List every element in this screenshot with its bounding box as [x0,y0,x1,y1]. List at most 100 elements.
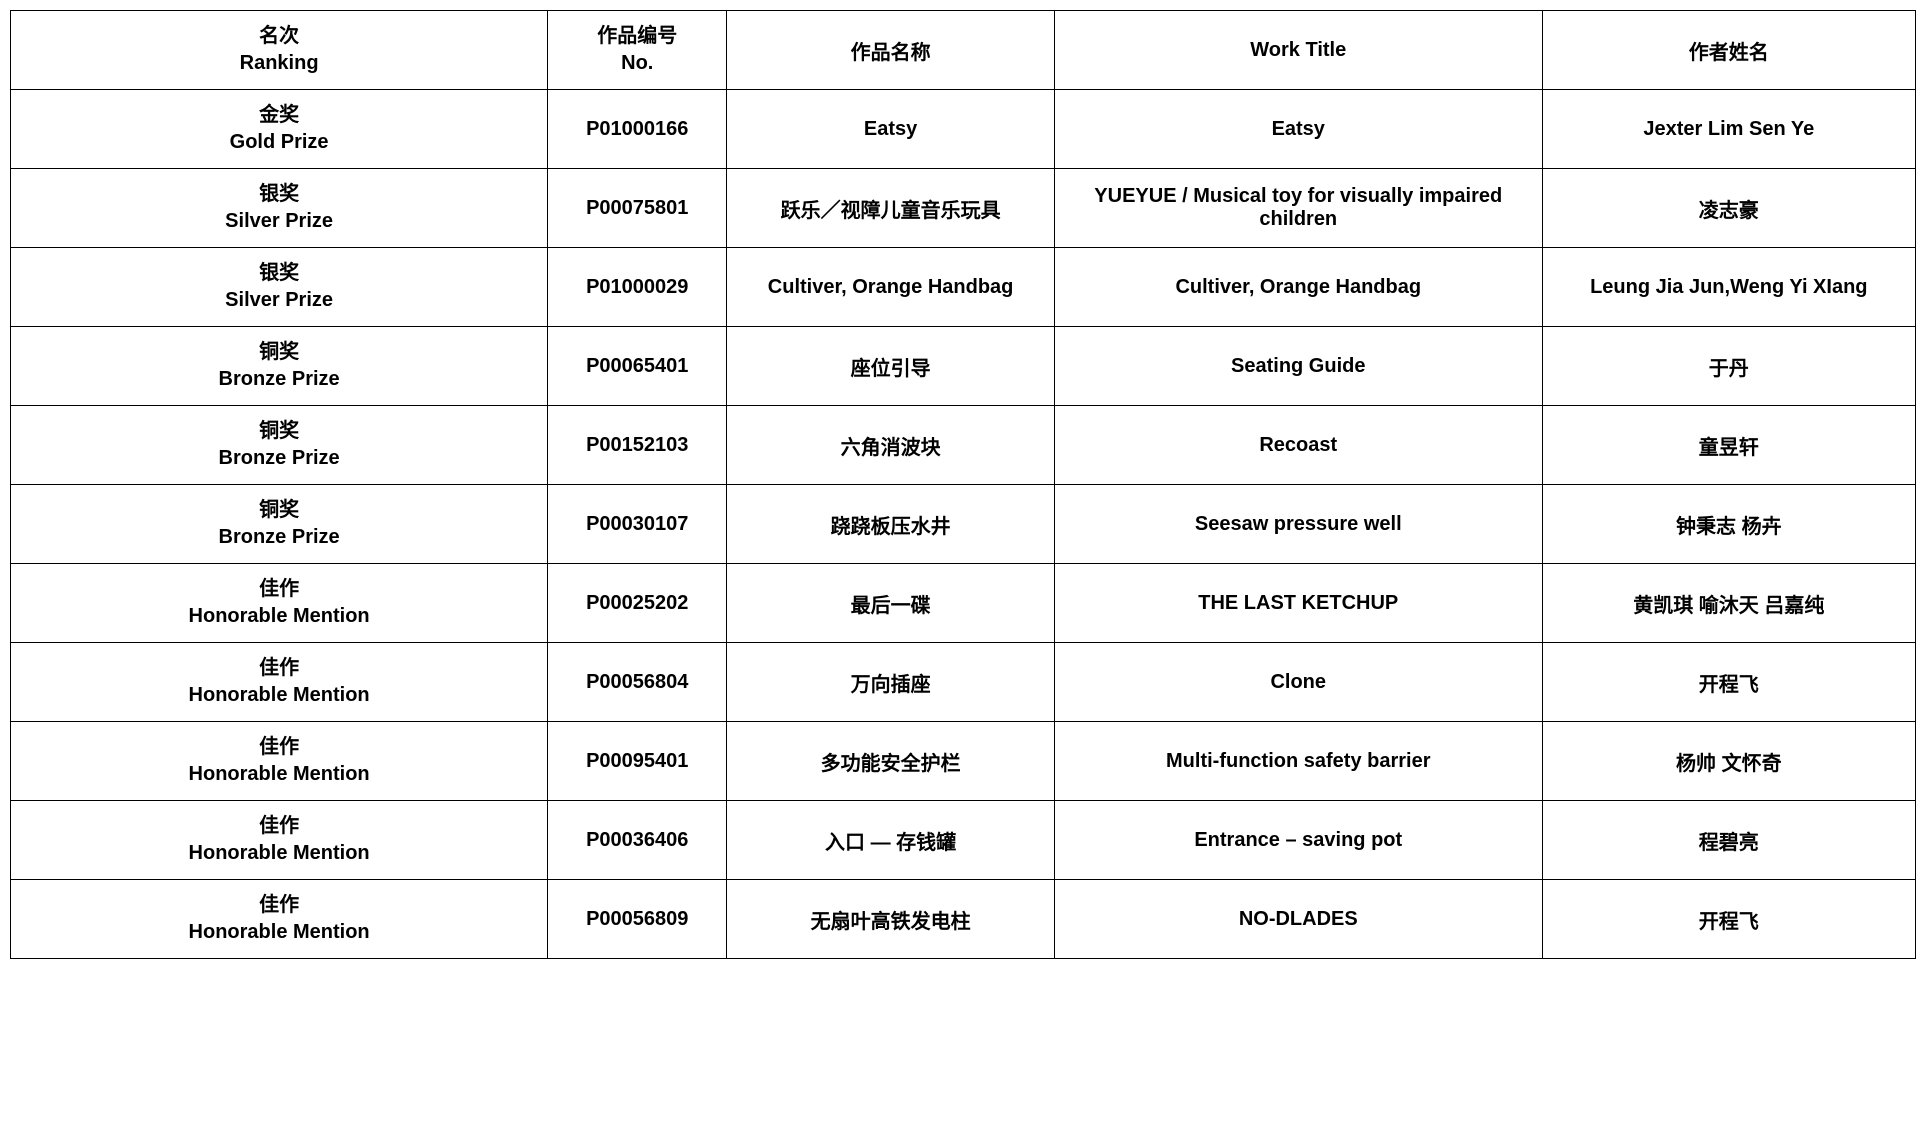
table-row: 佳作Honorable MentionP00025202最后一碟THE LAST… [11,564,1916,643]
ranking-en: Honorable Mention [19,840,539,867]
header-ranking-cn: 名次 [19,23,539,50]
ranking-en: Honorable Mention [19,682,539,709]
cell-ranking: 银奖Silver Prize [11,248,548,327]
cell-no: P00152103 [548,406,727,485]
cell-author: 开程飞 [1542,643,1915,722]
header-name-en: Work Title [1054,11,1542,90]
table-header: 名次 Ranking 作品编号 No. 作品名称 Work Title 作者姓名 [11,11,1916,90]
header-row: 名次 Ranking 作品编号 No. 作品名称 Work Title 作者姓名 [11,11,1916,90]
ranking-en: Honorable Mention [19,761,539,788]
cell-work-name-cn: 跃乐／视障儿童音乐玩具 [727,169,1055,248]
header-name-cn: 作品名称 [727,11,1055,90]
cell-work-name-en: NO-DLADES [1054,880,1542,959]
ranking-cn: 佳作 [19,655,539,682]
cell-author: 钟秉志 杨卉 [1542,485,1915,564]
cell-author: 程碧亮 [1542,801,1915,880]
cell-work-name-cn: 最后一碟 [727,564,1055,643]
cell-author: Leung Jia Jun,Weng Yi XIang [1542,248,1915,327]
table-row: 佳作Honorable MentionP00056804万向插座Clone开程飞 [11,643,1916,722]
cell-work-name-cn: 六角消波块 [727,406,1055,485]
cell-work-name-cn: Cultiver, Orange Handbag [727,248,1055,327]
cell-ranking: 佳作Honorable Mention [11,801,548,880]
cell-ranking: 佳作Honorable Mention [11,880,548,959]
table-row: 银奖Silver PrizeP01000029Cultiver, Orange … [11,248,1916,327]
cell-work-name-cn: 跷跷板压水井 [727,485,1055,564]
table-row: 铜奖Bronze PrizeP00152103六角消波块Recoast童昱轩 [11,406,1916,485]
ranking-cn: 银奖 [19,181,539,208]
table-row: 铜奖Bronze PrizeP00065401座位引导Seating Guide… [11,327,1916,406]
cell-no: P00025202 [548,564,727,643]
cell-no: P00075801 [548,169,727,248]
cell-work-name-cn: 入口 — 存钱罐 [727,801,1055,880]
cell-no: P01000029 [548,248,727,327]
cell-no: P00095401 [548,722,727,801]
table-row: 佳作Honorable MentionP00095401多功能安全护栏Multi… [11,722,1916,801]
cell-work-name-en: Seating Guide [1054,327,1542,406]
cell-author: 于丹 [1542,327,1915,406]
table-row: 佳作Honorable MentionP00036406入口 — 存钱罐Entr… [11,801,1916,880]
table-row: 佳作Honorable MentionP00056809无扇叶高铁发电柱NO-D… [11,880,1916,959]
cell-work-name-cn: 多功能安全护栏 [727,722,1055,801]
cell-work-name-en: THE LAST KETCHUP [1054,564,1542,643]
cell-work-name-cn: Eatsy [727,90,1055,169]
cell-author: Jexter Lim Sen Ye [1542,90,1915,169]
ranking-en: Honorable Mention [19,919,539,946]
cell-ranking: 银奖Silver Prize [11,169,548,248]
table-row: 银奖Silver PrizeP00075801跃乐／视障儿童音乐玩具YUEYUE… [11,169,1916,248]
cell-author: 开程飞 [1542,880,1915,959]
header-ranking-en: Ranking [19,50,539,77]
ranking-en: Bronze Prize [19,524,539,551]
ranking-en: Gold Prize [19,129,539,156]
cell-author: 黄凯琪 喻沐天 吕嘉纯 [1542,564,1915,643]
awards-table: 名次 Ranking 作品编号 No. 作品名称 Work Title 作者姓名… [10,10,1916,959]
ranking-en: Bronze Prize [19,366,539,393]
ranking-en: Silver Prize [19,208,539,235]
cell-ranking: 佳作Honorable Mention [11,564,548,643]
header-author: 作者姓名 [1542,11,1915,90]
cell-no: P00036406 [548,801,727,880]
ranking-cn: 佳作 [19,892,539,919]
cell-work-name-en: YUEYUE / Musical toy for visually impair… [1054,169,1542,248]
cell-work-name-en: Seesaw pressure well [1054,485,1542,564]
cell-ranking: 佳作Honorable Mention [11,643,548,722]
header-no-cn: 作品编号 [556,23,718,50]
cell-ranking: 铜奖Bronze Prize [11,406,548,485]
cell-work-name-en: Clone [1054,643,1542,722]
cell-no: P00056804 [548,643,727,722]
cell-work-name-en: Entrance – saving pot [1054,801,1542,880]
cell-work-name-en: Recoast [1054,406,1542,485]
ranking-cn: 铜奖 [19,497,539,524]
ranking-cn: 铜奖 [19,339,539,366]
ranking-cn: 银奖 [19,260,539,287]
cell-ranking: 金奖Gold Prize [11,90,548,169]
header-no-en: No. [556,50,718,77]
cell-no: P00056809 [548,880,727,959]
ranking-cn: 金奖 [19,102,539,129]
cell-ranking: 佳作Honorable Mention [11,722,548,801]
cell-author: 凌志豪 [1542,169,1915,248]
table-body: 金奖Gold PrizeP01000166EatsyEatsyJexter Li… [11,90,1916,959]
header-ranking: 名次 Ranking [11,11,548,90]
cell-no: P00030107 [548,485,727,564]
cell-author: 童昱轩 [1542,406,1915,485]
cell-work-name-cn: 无扇叶高铁发电柱 [727,880,1055,959]
table-row: 金奖Gold PrizeP01000166EatsyEatsyJexter Li… [11,90,1916,169]
ranking-en: Silver Prize [19,287,539,314]
cell-work-name-en: Cultiver, Orange Handbag [1054,248,1542,327]
ranking-en: Bronze Prize [19,445,539,472]
ranking-cn: 佳作 [19,813,539,840]
cell-no: P01000166 [548,90,727,169]
cell-ranking: 铜奖Bronze Prize [11,327,548,406]
cell-work-name-en: Multi-function safety barrier [1054,722,1542,801]
ranking-cn: 铜奖 [19,418,539,445]
ranking-cn: 佳作 [19,734,539,761]
ranking-cn: 佳作 [19,576,539,603]
cell-ranking: 铜奖Bronze Prize [11,485,548,564]
cell-author: 杨帅 文怀奇 [1542,722,1915,801]
cell-no: P00065401 [548,327,727,406]
cell-work-name-cn: 万向插座 [727,643,1055,722]
table-row: 铜奖Bronze PrizeP00030107跷跷板压水井Seesaw pres… [11,485,1916,564]
cell-work-name-cn: 座位引导 [727,327,1055,406]
ranking-en: Honorable Mention [19,603,539,630]
header-no: 作品编号 No. [548,11,727,90]
